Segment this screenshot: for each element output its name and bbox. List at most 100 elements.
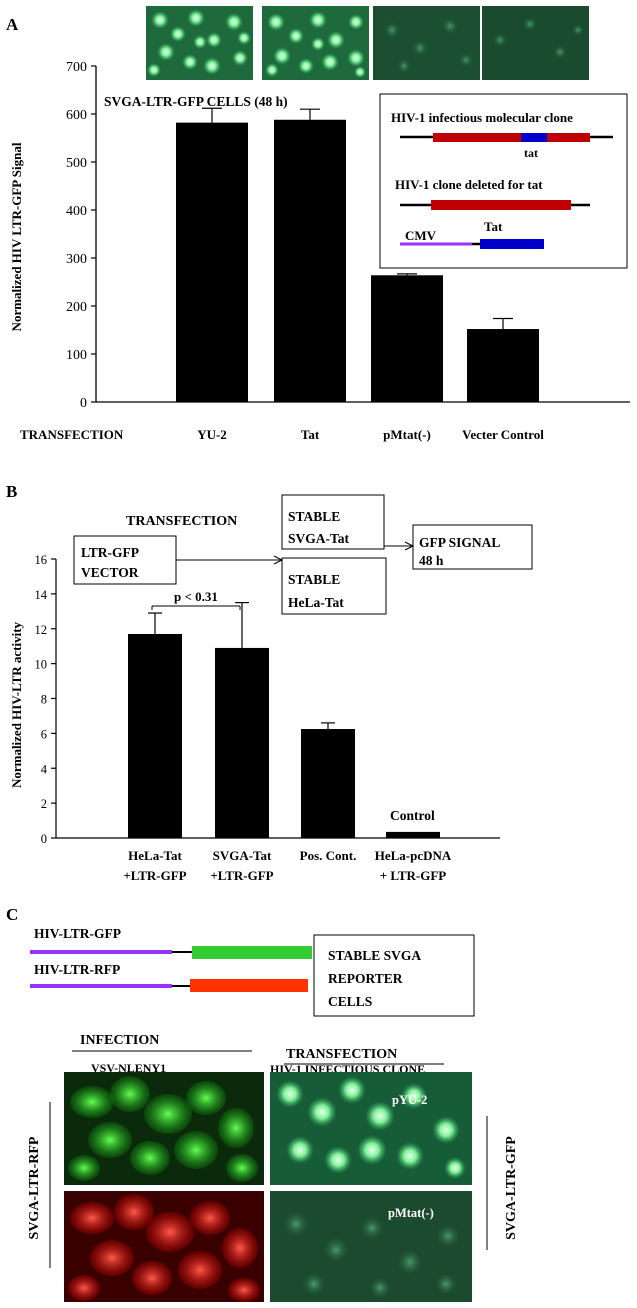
x-category-label: Vecter Control [462, 427, 544, 442]
y-tick-label: 700 [66, 60, 87, 75]
inset-cmv-label: CMV [405, 228, 437, 243]
arrowhead-2 [404, 541, 415, 551]
left-side-label: SVGA-LTR-RFP [27, 1136, 42, 1239]
box-vector-line2: VECTOR [81, 565, 139, 580]
clone-genome-segment [433, 133, 521, 142]
micrograph-rfp-red [64, 1191, 264, 1302]
infection-label: INFECTION [80, 1033, 159, 1048]
pmtat-c-label: pMtat(-) [388, 1206, 434, 1220]
transfection-c-label: TRANSFECTION [286, 1047, 397, 1062]
bar [467, 329, 539, 402]
construct-gfp-label: HIV-LTR-GFP [34, 926, 121, 941]
micrograph-yu2 [146, 6, 253, 80]
box-stable-svga [281, 494, 385, 550]
arrowhead-1 [273, 555, 284, 565]
panel-a-transfection-label: TRANSFECTION [20, 427, 124, 442]
bar [176, 122, 248, 402]
bar [301, 729, 355, 838]
panel-a-inset: HIV-1 infectious molecular clone tat HIV… [379, 93, 628, 269]
micrograph-rfp-green [64, 1072, 264, 1185]
panel-c-side-labels: SVGA-LTR-RFP SVGA-LTR-GFP [27, 1102, 519, 1268]
y-tick-label: 600 [66, 108, 87, 123]
box-gfp-signal [412, 524, 533, 570]
box-svga-line2: SVGA-Tat [288, 531, 350, 546]
x-category-label: Pos. Cont. [300, 848, 357, 863]
box-vector-line1: LTR-GFP [81, 545, 139, 560]
bar [371, 275, 443, 402]
panel-c-micrographs: pYU-2 pMtat(-) [64, 1072, 472, 1302]
x-category-label: pMtat(-) [383, 427, 431, 442]
cmv-tat-segment [480, 239, 544, 249]
y-tick-label: 14 [35, 588, 48, 602]
clone-tat-segment [521, 133, 547, 142]
y-tick-label: 500 [66, 156, 87, 171]
panel-a-letter: A [6, 15, 19, 34]
x-category-label: Tat [301, 427, 320, 442]
inset-clone-label: HIV-1 infectious molecular clone [391, 110, 573, 125]
panel-c-letter: C [6, 905, 18, 924]
y-tick-label: 0 [41, 832, 47, 846]
y-tick-label: 0 [80, 396, 87, 411]
construct-rfp-label: HIV-LTR-RFP [34, 962, 120, 977]
panel-b-letter: B [6, 482, 17, 501]
panel-b-flow: TRANSFECTION LTR-GFP VECTOR STABLE SVGA-… [73, 494, 533, 823]
rfp-gene [190, 979, 308, 992]
control-label: Control [390, 808, 435, 823]
y-tick-label: 6 [41, 727, 47, 741]
x-category-label: SVGA-Tat [213, 848, 272, 863]
chart-b: 0 2 4 6 8 10 12 14 16 HeLa-Tat +LTR-GFP SVGA-Tat +L… [9, 553, 500, 883]
x-category-label: +LTR-GFP [210, 868, 273, 883]
micrograph-pyu2: pYU-2 [270, 1072, 472, 1185]
panel-c-headers: INFECTION VSV-NLENY1 TRANSFECTION HIV-1 … [72, 1033, 444, 1076]
inset-tat-label: tat [524, 146, 538, 160]
panel-b-transfection-label: TRANSFECTION [126, 514, 237, 529]
bar [386, 831, 440, 838]
deleted-genome-segment [431, 200, 571, 210]
reporter-line2: REPORTER [328, 971, 403, 986]
reporter-line3: CELLS [328, 994, 372, 1009]
x-category-label: + LTR-GFP [380, 868, 447, 883]
bar [128, 633, 182, 838]
y-tick-label: 16 [35, 553, 48, 567]
reporter-line1: STABLE SVGA [328, 948, 421, 963]
panel-c-constructs: HIV-LTR-GFP HIV-LTR-RFP STABLE SVGA REPO… [30, 926, 475, 1017]
box-signal-line2: 48 h [419, 553, 444, 568]
y-tick-label: 2 [41, 797, 47, 811]
y-tick-label: 200 [66, 300, 87, 315]
box-signal-line1: GFP SIGNAL [419, 535, 500, 550]
box-hela-line1: STABLE [288, 572, 340, 587]
panel-a-micrographs [146, 6, 589, 80]
x-category-label: YU-2 [197, 427, 227, 442]
box-svga-line1: STABLE [288, 509, 340, 524]
bar [274, 119, 346, 402]
clone-genome-segment-2 [547, 133, 590, 142]
x-category-label: +LTR-GFP [123, 868, 186, 883]
x-category-label: HeLa-Tat [128, 848, 182, 863]
virus-label: VSV-NLENY1 [91, 1061, 166, 1075]
x-category-label: HeLa-pcDNA [375, 848, 452, 863]
pvalue-label: p < 0.31 [174, 589, 218, 604]
chart-b-y-axis-label: Normalized HIV-LTR activity [9, 621, 24, 788]
y-tick-label: 8 [41, 693, 47, 707]
y-tick-label: 100 [66, 348, 87, 363]
reporter-box [313, 934, 475, 1017]
micrograph-tat [262, 6, 369, 80]
box-hela-line2: HeLa-Tat [288, 595, 344, 610]
panel-a-cell-label: SVGA-LTR-GFP CELLS (48 h) [104, 94, 288, 109]
y-tick-label: 12 [35, 623, 48, 637]
inset-tat2-label: Tat [484, 219, 503, 234]
right-side-label: SVGA-LTR-GFP [504, 1136, 519, 1240]
box-stable-hela [281, 557, 387, 615]
micrograph-pmtat-c: pMtat(-) [270, 1191, 472, 1302]
bar [215, 647, 269, 838]
micrograph-pmtat [373, 6, 480, 80]
box-ltr-gfp-vector [73, 535, 177, 585]
chart-a-y-axis-label: Normalized HIV LTR-GFP Signal [9, 142, 24, 331]
gfp-gene [192, 946, 312, 959]
y-tick-label: 300 [66, 252, 87, 267]
y-tick-label: 400 [66, 204, 87, 219]
pyu2-label: pYU-2 [392, 1093, 427, 1107]
y-tick-label: 4 [41, 762, 48, 776]
micrograph-vector-control [482, 6, 589, 80]
y-tick-label: 10 [35, 658, 48, 672]
